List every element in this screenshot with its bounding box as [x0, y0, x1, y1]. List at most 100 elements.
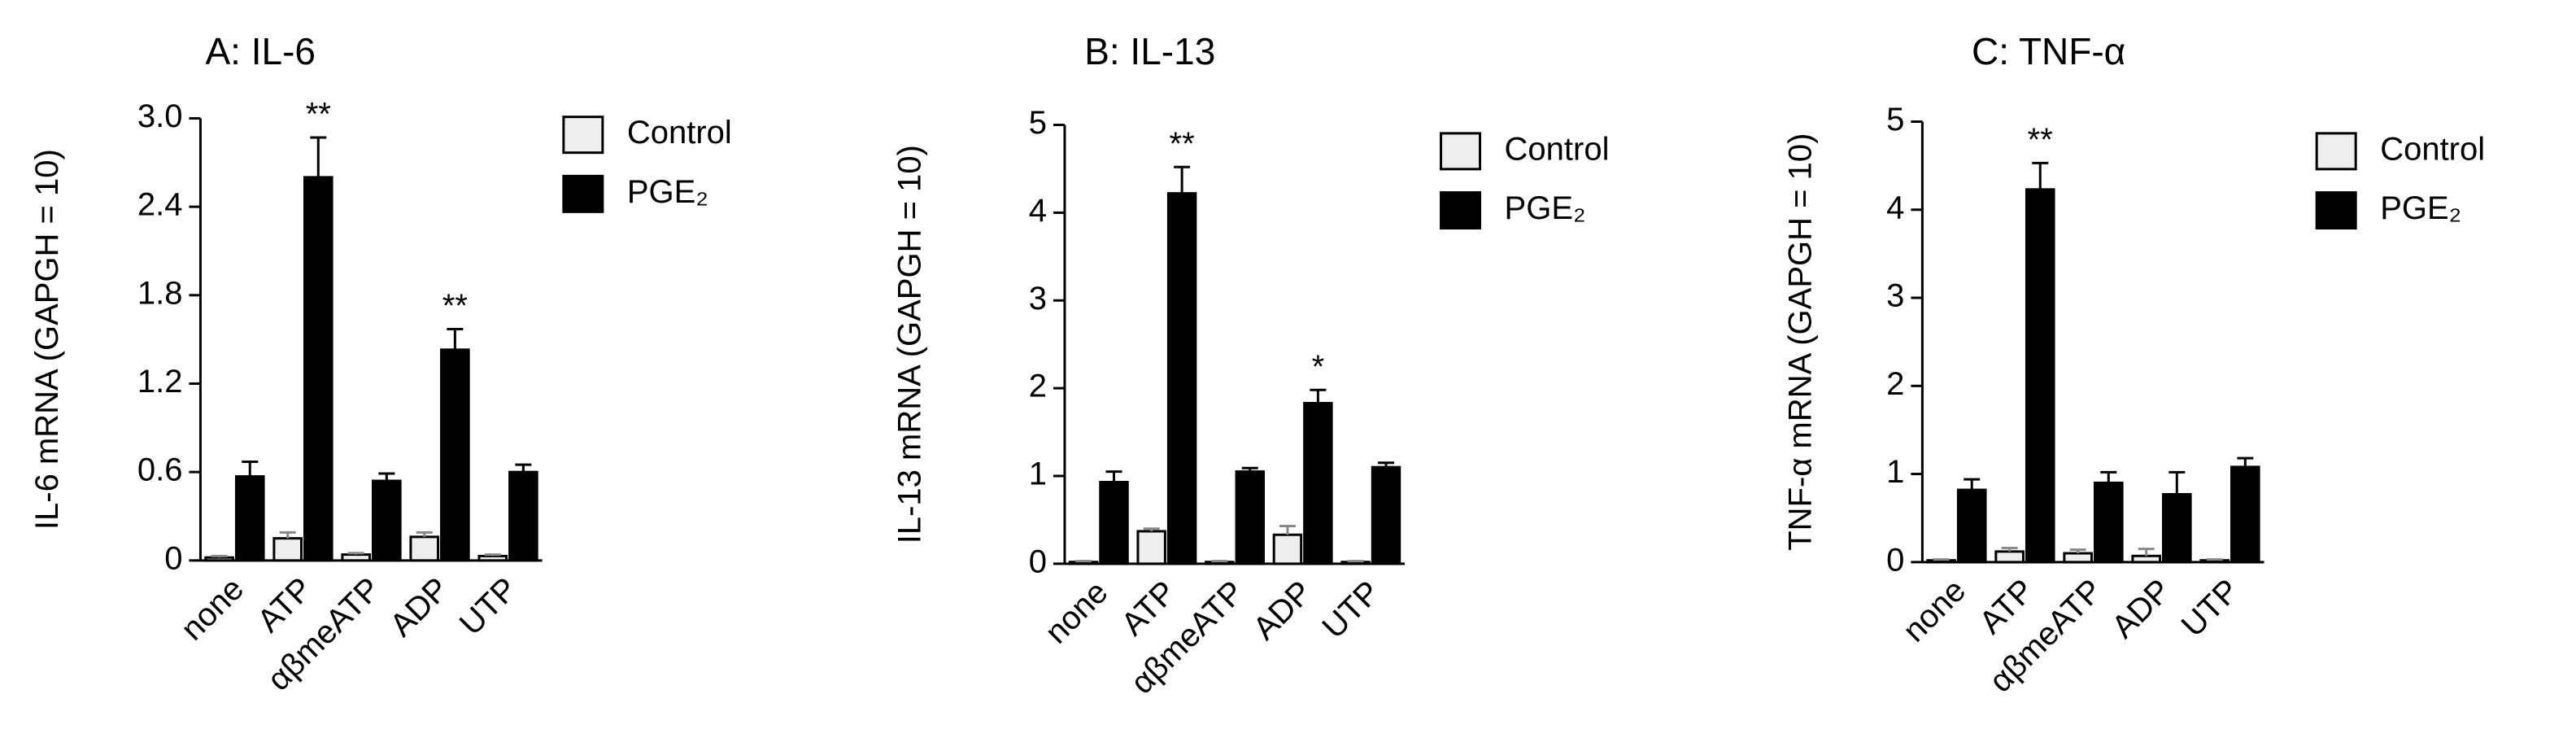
error-bar	[2069, 548, 2086, 554]
error-bar	[211, 554, 228, 558]
bar	[2025, 188, 2055, 564]
bar	[234, 475, 265, 562]
significance-label: **	[442, 288, 468, 324]
bar	[2162, 492, 2192, 564]
y-tick-label: 2	[1886, 366, 1904, 402]
error-bar	[347, 552, 364, 555]
y-tick-label: 5	[1886, 102, 1904, 138]
error-bar	[2138, 548, 2155, 557]
y-axis-label: IL-6 mRNA (GAPGH = 10)	[29, 149, 65, 530]
legend-label: PGE₂	[627, 174, 708, 210]
legend-swatch	[562, 174, 604, 213]
error-bar	[2032, 161, 2049, 190]
x-tick-label: ADP	[2105, 573, 2177, 645]
legend-swatch	[1440, 191, 1482, 230]
y-tick-label: 0	[1029, 544, 1047, 579]
x-tick-label: UTP	[2175, 573, 2247, 644]
error-bar	[279, 531, 296, 539]
legend-label: PGE₂	[2380, 190, 2461, 226]
error-bar	[378, 472, 395, 482]
x-tick-label: none	[174, 571, 251, 648]
legend-swatch	[562, 116, 604, 155]
error-bar	[1964, 478, 1981, 491]
bar	[1272, 533, 1303, 565]
bar	[372, 479, 402, 562]
y-tick-label: 1	[1029, 456, 1047, 492]
y-tick-label: 0.6	[137, 452, 183, 488]
bar	[508, 470, 538, 562]
error-bar	[1933, 558, 1950, 561]
y-tick-label: 3	[1029, 281, 1047, 317]
bar	[2063, 552, 2093, 564]
y-tick-label: 1	[1886, 454, 1904, 490]
error-bar	[1143, 527, 1160, 531]
x-tick-label: none	[1039, 574, 1115, 651]
legend-label: Control	[1505, 131, 1610, 167]
error-bar	[2168, 470, 2186, 495]
bar	[1371, 465, 1401, 565]
chart-title: C: TNF-α	[1972, 30, 2125, 72]
x-tick-label: UTP	[453, 571, 525, 643]
bar	[341, 553, 372, 562]
error-bar	[1279, 524, 1296, 535]
x-tick-label: UTP	[1315, 574, 1387, 646]
error-bar	[2001, 547, 2018, 552]
significance-label: **	[1170, 126, 1195, 162]
bar	[2230, 465, 2260, 564]
bar	[1099, 481, 1129, 565]
y-tick-label: 1.8	[137, 275, 183, 311]
error-bar	[242, 460, 259, 477]
error-bar	[416, 531, 433, 537]
x-tick-label: ADP	[383, 571, 455, 644]
bar	[1956, 488, 1987, 564]
error-bar	[1075, 560, 1092, 563]
legend-label: Control	[627, 115, 732, 151]
error-bar	[2237, 456, 2254, 467]
chart-title: A: IL-6	[206, 30, 316, 72]
error-bar	[2206, 558, 2223, 561]
y-tick-label: 1.2	[137, 364, 183, 400]
chart-title: B: IL-13	[1084, 30, 1215, 72]
error-bar	[1105, 470, 1122, 482]
bar	[440, 348, 470, 562]
y-tick-label: 3.0	[137, 98, 183, 134]
error-bar	[1174, 165, 1191, 194]
y-tick-label: 3	[1886, 278, 1904, 314]
bar	[1235, 470, 1265, 565]
y-tick-label: 2	[1029, 369, 1047, 404]
y-tick-label: 5	[1029, 105, 1047, 141]
bar	[272, 537, 303, 562]
error-bar	[1347, 560, 1364, 563]
y-axis-label: IL-13 mRNA (GAPGH = 10)	[892, 145, 928, 544]
error-bar	[2100, 470, 2117, 483]
legend-swatch	[1440, 132, 1482, 171]
bar	[2131, 554, 2162, 564]
y-axis-label: TNF-α mRNA (GAPGH = 10)	[1783, 133, 1819, 551]
legend-swatch	[2315, 191, 2357, 230]
significance-label: **	[306, 97, 331, 133]
error-bar	[1211, 560, 1228, 563]
error-bar	[1378, 461, 1395, 468]
significance-label: *	[1312, 349, 1325, 385]
error-bar	[1241, 466, 1258, 472]
bar	[204, 556, 234, 562]
legend-swatch	[2315, 132, 2357, 171]
legend-label: PGE₂	[1505, 190, 1586, 226]
y-tick-label: 0	[1886, 542, 1904, 578]
bar	[409, 535, 440, 562]
bar	[1166, 192, 1197, 565]
bar	[1136, 530, 1166, 565]
error-bar	[310, 136, 327, 177]
x-tick-label: ADP	[1246, 574, 1319, 647]
x-tick-label: none	[1896, 573, 1972, 649]
bar	[477, 554, 508, 562]
y-tick-label: 0	[164, 540, 182, 576]
error-bar	[515, 463, 532, 473]
y-tick-label: 4	[1886, 190, 1904, 225]
significance-label: **	[2028, 122, 2053, 158]
error-bar	[447, 327, 464, 350]
bar	[303, 176, 333, 562]
error-bar	[1310, 388, 1327, 404]
